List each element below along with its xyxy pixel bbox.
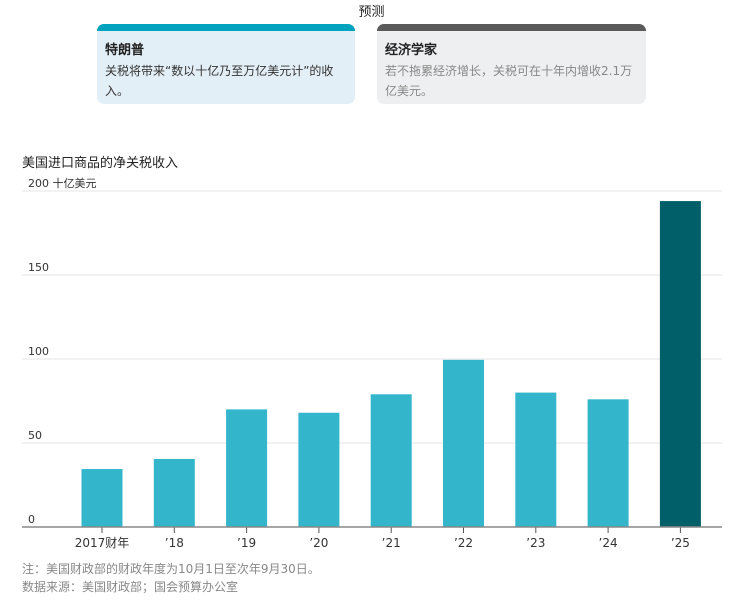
trump-name: 特朗普 <box>105 43 145 58</box>
card-accent <box>377 24 646 31</box>
forecast-title: 预测 <box>358 5 385 20</box>
card-accent <box>97 24 355 31</box>
bar-0 <box>81 469 123 527</box>
x-tick-label: ’18 <box>165 536 184 550</box>
bar-7 <box>587 399 629 527</box>
x-tick-label: ’19 <box>237 536 256 550</box>
bar-8 <box>659 201 701 527</box>
bar-6 <box>515 392 557 527</box>
x-tick-label: ’25 <box>671 536 690 550</box>
x-tick-label: ’22 <box>454 536 473 550</box>
chart-source: 数据来源：美国财政部；国会预算办公室 <box>22 580 239 594</box>
bar-1 <box>153 458 195 527</box>
bar-5 <box>443 359 484 527</box>
bar-3 <box>298 412 340 527</box>
y-tick-label: 150 <box>28 261 49 274</box>
x-tick-label: ’20 <box>309 536 328 550</box>
y-tick-label: 200 十亿美元 <box>28 176 97 190</box>
economists-text: 若不拖累经济增长，关税可在十年内增收2.1万亿美元。 <box>385 64 633 98</box>
trump-card: 特朗普 关税将带来“数以十亿乃至万亿美元计”的收入。 <box>97 24 355 104</box>
x-tick-label: ’21 <box>382 536 401 550</box>
trump-text: 关税将带来“数以十亿乃至万亿美元计”的收入。 <box>105 64 334 98</box>
y-tick-label: 50 <box>28 429 42 442</box>
x-tick-label: ’23 <box>526 536 545 550</box>
economists-card: 经济学家 若不拖累经济增长，关税可在十年内增收2.1万亿美元。 <box>377 24 646 104</box>
chart-note: 注：美国财政部的财政年度为10月1日至次年9月30日。 <box>22 562 320 576</box>
y-tick-label: 0 <box>28 513 35 526</box>
chart-title: 美国进口商品的净关税收入 <box>22 156 179 171</box>
x-tick-label: ’24 <box>599 536 618 550</box>
economists-name: 经济学家 <box>385 43 438 58</box>
bar-2 <box>226 409 268 527</box>
bar-4 <box>370 394 412 527</box>
y-tick-label: 100 <box>28 345 49 358</box>
x-tick-label: 2017财年 <box>75 536 130 550</box>
